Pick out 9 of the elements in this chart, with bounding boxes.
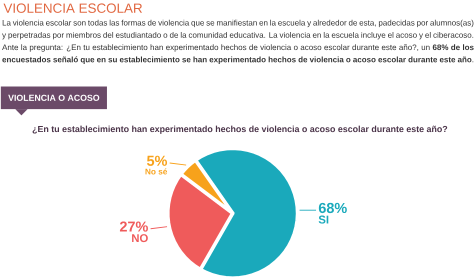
text: ¿En tu establecimiento han experimentado hechos de violencia o acoso escolar durante este año? bbox=[32, 126, 448, 134]
slice-label: NO bbox=[132, 234, 148, 242]
text: VIOLENCIA O ACOSO bbox=[8, 94, 100, 101]
slice-label: No sé bbox=[145, 168, 168, 174]
slice-label: SI bbox=[318, 216, 328, 224]
data-label: 27% bbox=[120, 221, 148, 232]
data-label: 5% bbox=[146, 156, 168, 166]
chart-title: VIOLENCIA ESCOLAR bbox=[4, 3, 142, 13]
data-label: 68% bbox=[318, 202, 347, 214]
